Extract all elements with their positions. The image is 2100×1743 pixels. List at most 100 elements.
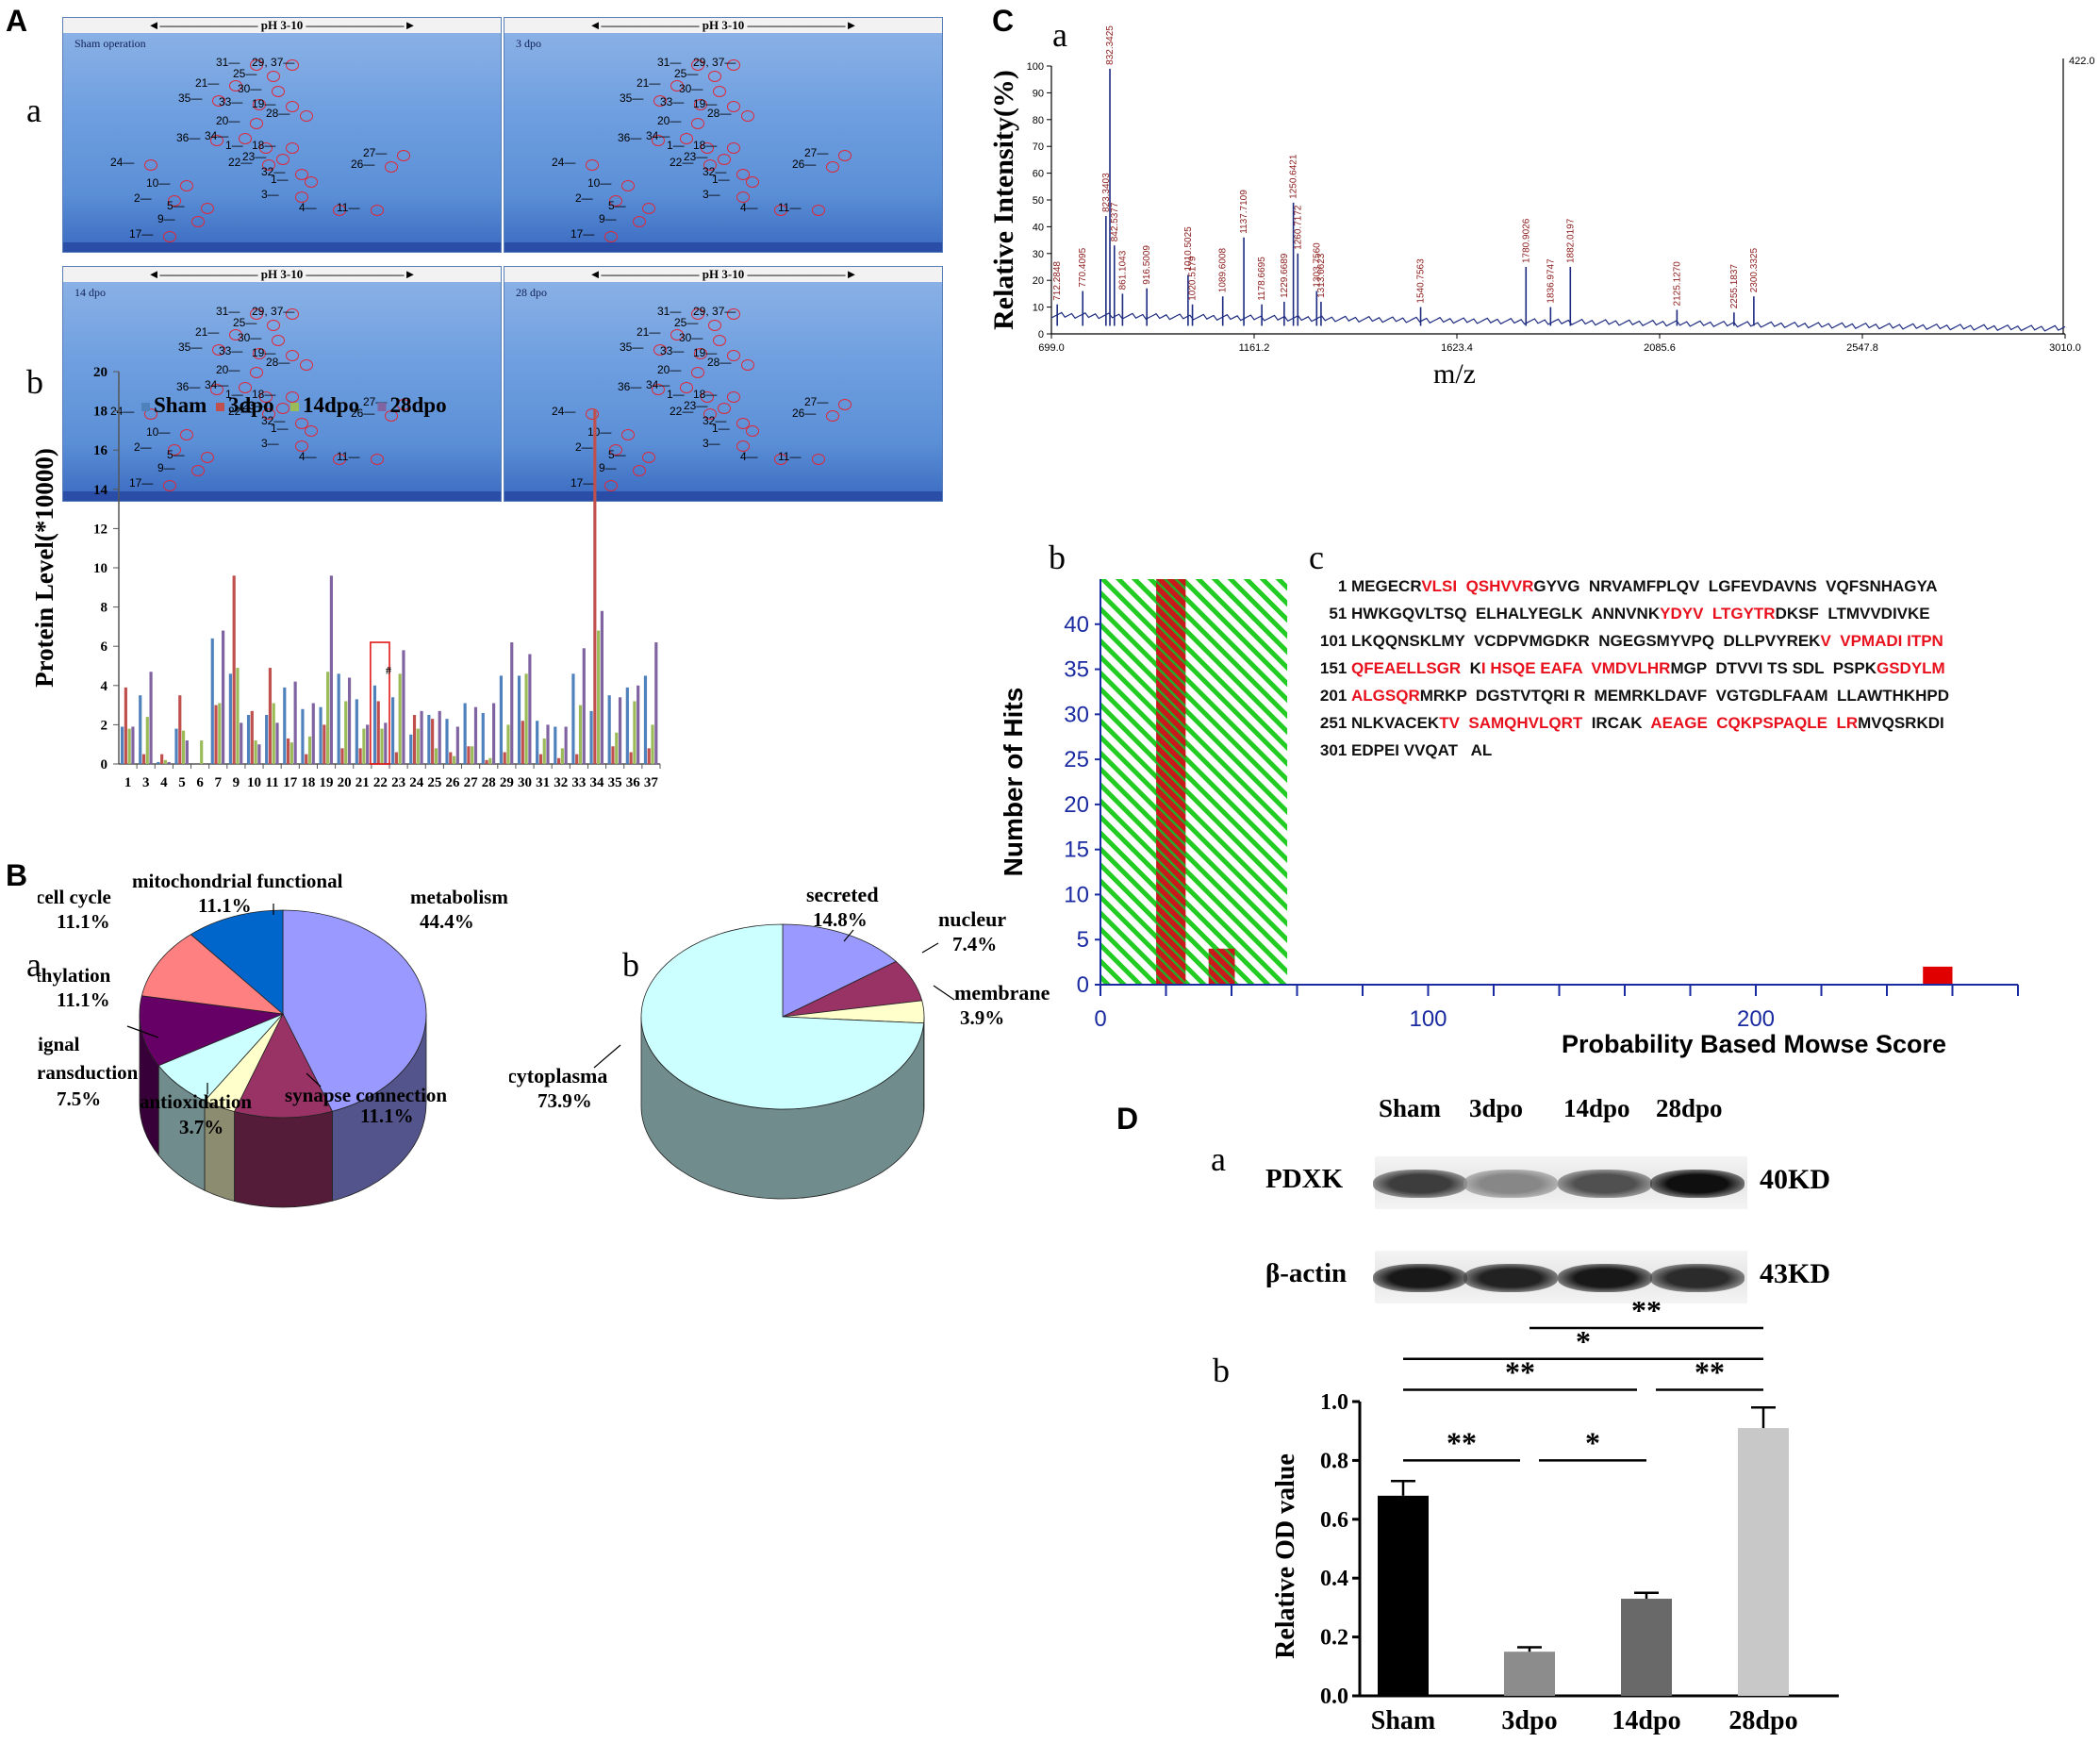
bar-3dpo-1: [124, 687, 127, 764]
bar-14dpo-17: [289, 742, 293, 764]
gel-spot-circle: [727, 142, 740, 154]
bar-28dpo-37: [654, 642, 658, 764]
peak-label-770.4095: 770.4095: [1078, 247, 1088, 287]
legend-swatch-Sham: [141, 403, 150, 411]
bar-3dpo-29: [503, 752, 506, 764]
gel-spot-circle: [371, 205, 384, 216]
gel-spot-label: 27—: [804, 395, 829, 408]
gel-spot-circle: [736, 440, 750, 452]
y-tick-label: 0.2: [1320, 1626, 1348, 1651]
pie-a-label-methylation: methylation: [38, 964, 111, 987]
leader-line: [593, 1044, 621, 1069]
pie-a-slice-synapse-connection: [233, 1013, 333, 1119]
gel-spot-label: 29, 37—: [252, 56, 295, 69]
bar-3dpo-25: [431, 719, 435, 764]
gel-spot-circle: [621, 180, 635, 191]
bar-Sham-10: [246, 715, 251, 764]
gel-spot-label: 36—: [618, 380, 642, 393]
lane-label-Sham: Sham: [1379, 1094, 1442, 1122]
x-tick-label: 11: [266, 775, 279, 790]
x-tick-label: 7: [214, 775, 222, 790]
bar-14dpo-5: [181, 730, 186, 764]
y-tick-label: 0: [1077, 972, 1089, 998]
bar-14dpo-7: [218, 703, 222, 764]
y-tick-label: 10: [1064, 882, 1089, 907]
bar-Sham-4: [157, 761, 160, 764]
peptide-sequence: 1 MEGECRVLSI QSHVVRGYVG NRVAMFPLQV LGFEV…: [1315, 577, 2089, 769]
x-tick-label: 100: [1409, 1006, 1447, 1032]
gel-spot-label: 25—: [674, 67, 699, 80]
gel-spot-label: 1—: [712, 422, 730, 435]
bar-28dpo-3: [149, 672, 153, 764]
panel-c-sub-b: b: [1049, 539, 1066, 576]
bar-14dpo-22: [380, 728, 384, 764]
bar-Sham-7: [210, 638, 214, 764]
gel-spot-circle: [703, 159, 717, 171]
gel-spot-label: 25—: [233, 67, 257, 80]
y-tick-label: 0: [101, 757, 108, 772]
bar-Sham-3: [139, 695, 142, 764]
pie-a-value-synapse-connection: 11.1%: [360, 1104, 414, 1127]
bar-14dpo-33: [578, 705, 583, 764]
blot-protein-label: β-actin: [1265, 1258, 1348, 1288]
gel-spot-circle: [652, 135, 665, 146]
gel-spot-circle: [694, 348, 707, 359]
gel-spot-label: 24—: [552, 156, 576, 169]
bar-14dpo-11: [272, 703, 275, 764]
gel-spot-circle: [295, 418, 308, 429]
gel-spot-label: 4—: [740, 450, 758, 463]
legend-label-Sham: Sham: [154, 393, 207, 417]
gel-spot-label: 27—: [363, 146, 388, 159]
gel-spot-circle: [604, 231, 618, 242]
bar-3dpo-18: [305, 754, 308, 764]
od-bar-3dpo: [1504, 1652, 1555, 1696]
bar-28dpo-33: [582, 648, 586, 764]
gel-spot-label: 35—: [620, 340, 644, 354]
gel-spot-circle: [642, 452, 655, 463]
gel-spot-label: 10—: [146, 425, 171, 439]
x-tick-label: 2085.6: [1644, 342, 1676, 354]
bar-3dpo-22: [376, 701, 380, 764]
peak-label-823.3403: 823.3403: [1101, 173, 1112, 212]
bar-3dpo-9: [232, 575, 236, 764]
pie-a-slice-metabolism: [282, 909, 427, 1112]
gel-spot-circle: [272, 335, 285, 346]
significance-mark-3dpo-14dpo: *: [1585, 1425, 1600, 1459]
gel-spot-circle: [295, 191, 308, 203]
matched-peptide: ALGSQR: [1351, 687, 1420, 705]
gel-spot-label: 32—: [703, 414, 727, 427]
panel-c-sub-a: a: [1052, 16, 1067, 54]
gel-spot-label: 30—: [679, 331, 703, 344]
gel-spot-label: 34—: [205, 129, 229, 142]
bar-Sham-17: [283, 687, 287, 764]
y-tick-label: 18: [93, 405, 107, 420]
sequence-segment: EDPEI VVQAT AL: [1351, 741, 1493, 759]
gel-spot-circle: [262, 159, 275, 171]
pie-b-value-nucleur: 7.4%: [952, 933, 997, 955]
gel-ph-label: ◄———————— pH 3-10 ————————►: [63, 267, 501, 282]
gel-spot-label: 33—: [219, 95, 243, 108]
lane-label-14dpo: 14dpo: [1563, 1094, 1630, 1122]
gel-spot-circle: [168, 444, 181, 456]
blot-band-14dpo: [1558, 1264, 1652, 1292]
sequence-position: 301: [1319, 741, 1351, 759]
gel-spot-label: 11—: [337, 450, 360, 463]
y-tick-label: 15: [1064, 838, 1089, 863]
bar-28dpo-23: [402, 650, 405, 764]
bar-Sham-11: [265, 715, 269, 764]
gel-spot-label: 10—: [587, 176, 612, 190]
gel-spot-label: 31—: [216, 305, 240, 318]
gel-spot-label: 3—: [261, 437, 279, 450]
bar-Sham-23: [391, 697, 395, 764]
mass-spectrum-chart: 0 10 20 30 40 50 60 70 80 90 100 699.0 1161.2 1623.4 2…: [988, 25, 2095, 390]
gel-spot-label: 26—: [351, 158, 375, 171]
pie-a-label-metabolism: metabolism: [410, 886, 508, 908]
bar-28dpo-31: [546, 724, 550, 764]
x-axis-label: m/z: [1433, 358, 1476, 390]
pie-a-slice-cell-cycle: [141, 934, 285, 1015]
gel-spot-label: 5—: [608, 199, 626, 212]
pie-a-label-synapse-connection: synapse connection: [285, 1084, 447, 1106]
x-tick-label: 33: [571, 775, 586, 790]
bar-3dpo-7: [214, 705, 218, 764]
y-tick-label: 0.4: [1320, 1567, 1348, 1591]
